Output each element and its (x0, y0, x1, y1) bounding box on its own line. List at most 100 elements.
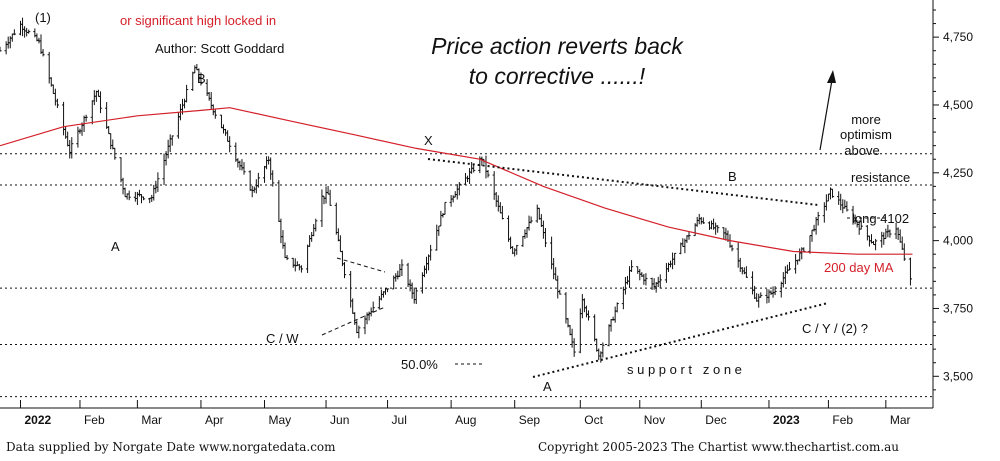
price-bar (256, 172, 260, 188)
price-bar (414, 288, 418, 305)
price-bar (543, 227, 548, 248)
price-bar (84, 114, 88, 122)
wave-label-cy: C / Y / (2) ? (802, 321, 868, 336)
price-bar (242, 162, 246, 175)
price-bar (830, 188, 835, 198)
note-optimism-3: above (844, 143, 879, 158)
price-bar (285, 255, 289, 261)
price-bar (141, 196, 146, 201)
price-bar (98, 91, 103, 114)
x-tick-label: Apr (205, 413, 224, 427)
price-bar (299, 265, 304, 273)
y-tick-label: 4,500 (943, 98, 973, 112)
price-bar (902, 243, 906, 261)
price-bar (500, 205, 504, 220)
up-arrow (819, 70, 836, 151)
wave-label-cw: C / W (266, 331, 299, 346)
price-bar (127, 190, 131, 201)
price-bar (271, 170, 275, 187)
x-tick-label: Aug (455, 413, 476, 427)
wave-label-1: (1) (35, 10, 51, 25)
price-bar (342, 262, 347, 279)
price-bar (400, 259, 404, 276)
x-tick-label: Mar (141, 413, 162, 427)
resistance-trendline (427, 158, 819, 206)
x-tick-label: Jun (330, 413, 349, 427)
support-zone-label: s u p p o r t z o n e (627, 362, 742, 377)
note-locked: or significant high locked in (120, 13, 276, 28)
price-bar (457, 182, 461, 196)
chart-title-line-2: to corrective ......! (469, 63, 646, 89)
price-bar (586, 310, 591, 321)
footer-copyright: Copyright 2005-2023 The Chartist www.the… (538, 440, 899, 454)
x-tick-label: Dec (705, 413, 726, 427)
y-tick-label: 4,750 (943, 30, 973, 44)
x-tick-label: Feb (84, 413, 105, 427)
x-tick-label: Mar (890, 413, 911, 427)
chart-title-line-1: Price action reverts back (431, 33, 684, 59)
y-axis-ticks: 3,500 3,750 4,000 4,250 4,500 4,750 (933, 9, 973, 391)
price-bar (601, 342, 605, 358)
wave-label-x: X (424, 133, 433, 148)
note-optimism-1: more (851, 112, 881, 127)
price-bar (113, 147, 117, 160)
x-tick-label: Sep (519, 413, 541, 427)
price-bar (12, 29, 16, 36)
price-bar (787, 262, 792, 271)
y-tick-label: 3,750 (943, 301, 973, 315)
note-author: Author: Scott Goddard (155, 41, 284, 56)
x-tick-label: Nov (644, 413, 665, 427)
price-bar (41, 48, 45, 57)
ma-label: 200 day MA (824, 260, 894, 275)
price-bar (27, 29, 31, 34)
resistance-label: resistance (851, 170, 910, 185)
price-bars (0, 17, 913, 363)
price-bar (759, 292, 763, 298)
price-bar (486, 169, 490, 178)
price-bar (213, 108, 217, 119)
wave-label-a2: A (543, 379, 552, 394)
price-bar (70, 137, 74, 159)
triangle-upper-line (336, 257, 386, 273)
price-bar (429, 244, 433, 261)
price-bar (873, 238, 878, 251)
x-tick-label: 2023 (773, 413, 800, 427)
price-bar (773, 286, 777, 296)
price-bar (744, 266, 748, 278)
triangle-lower-line (321, 306, 386, 336)
price-bar (673, 252, 677, 266)
price-bar (908, 257, 913, 286)
footer-data-source: Data supplied by Norgate Date www.norgat… (6, 440, 336, 454)
x-tick-label: Oct (584, 413, 603, 427)
x-tick-label: Jul (392, 413, 407, 427)
trend-lines (321, 158, 886, 378)
price-bar (615, 302, 619, 313)
x-axis-ticks: 2022 Feb Mar Apr May Jun Jul Aug Sep Oct Nov Dec 202… (20, 400, 911, 427)
price-bar (687, 231, 691, 240)
price-bar (572, 338, 576, 357)
wave-label-b2: B (728, 169, 737, 184)
price-bar (0, 46, 2, 52)
wave-label-b1: B (197, 71, 206, 86)
price-bar (629, 260, 634, 272)
price-bar (730, 244, 734, 252)
price-bar (515, 244, 519, 255)
price-bar (314, 218, 318, 232)
price-bar (845, 201, 849, 212)
price-bar (156, 172, 160, 192)
x-tick-label: May (269, 413, 292, 427)
price-bar (888, 229, 892, 238)
price-bar (443, 201, 447, 215)
price-bar (701, 217, 705, 224)
price-bar (658, 274, 662, 289)
price-bar (385, 288, 390, 293)
price-bar (716, 225, 720, 233)
x-tick-label: Feb (832, 413, 853, 427)
note-optimism-2: optimism (840, 127, 892, 142)
price-bar (185, 84, 189, 103)
wave-label-a1: A (111, 239, 120, 254)
price-bar (55, 98, 60, 109)
moving-average-line (0, 107, 913, 255)
fib-label: 50.0% (401, 357, 438, 372)
price-bar (170, 135, 174, 146)
